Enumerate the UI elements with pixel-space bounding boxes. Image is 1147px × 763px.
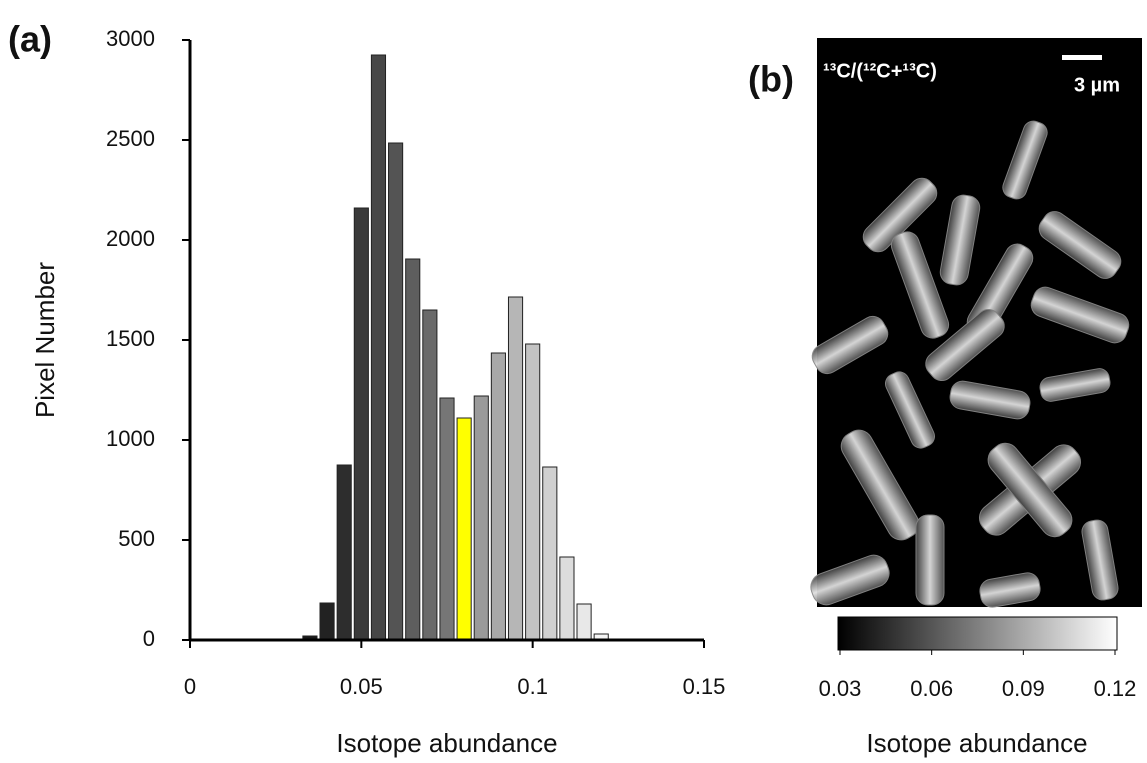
bar: [336, 464, 352, 641]
y-tick-label: 1500: [106, 326, 155, 351]
bar: [422, 309, 438, 641]
image-title: ¹³C/(¹²C+¹³C): [823, 60, 937, 82]
y-tick-label: 1000: [106, 426, 155, 451]
colorbar-tick-label: 0.06: [910, 676, 953, 701]
bar: [439, 397, 455, 641]
y-tick-label: 2000: [106, 226, 155, 251]
panel-label: (b): [748, 59, 794, 100]
scale-bar-label: 3 µm: [1074, 74, 1120, 96]
y-tick-label: 3000: [106, 26, 155, 51]
x-tick-label: 0.05: [340, 674, 383, 699]
x-tick-label: 0.1: [517, 674, 548, 699]
bar: [473, 395, 489, 641]
x-tick-label: 0.15: [683, 674, 726, 699]
bar: [490, 352, 506, 641]
colorbar-tick-label: 0.09: [1002, 676, 1045, 701]
bar: [576, 603, 592, 641]
x-axis-label: Isotope abundance: [336, 728, 557, 758]
y-tick-label: 0: [143, 626, 155, 651]
y-axis-label: Pixel Number: [30, 262, 60, 418]
colorbar-tick-label: 0.03: [819, 676, 862, 701]
y-tick-label: 2500: [106, 126, 155, 151]
y-tick-label: 500: [118, 526, 155, 551]
bar: [370, 54, 387, 641]
bar: [405, 258, 421, 641]
bar: [456, 417, 472, 641]
bar: [542, 466, 558, 641]
bar: [353, 207, 369, 641]
bar: [388, 142, 404, 641]
panel-label: (a): [8, 19, 52, 60]
x-tick-label: 0: [184, 674, 196, 699]
bar: [319, 602, 335, 641]
micrograph: [810, 38, 1142, 608]
bar: [559, 556, 575, 641]
colorbar: [837, 616, 1118, 651]
colorbar-label: Isotope abundance: [866, 728, 1087, 758]
colorbar-tick-label: 0.12: [1094, 676, 1137, 701]
bar: [525, 343, 541, 641]
bar: [507, 296, 524, 641]
